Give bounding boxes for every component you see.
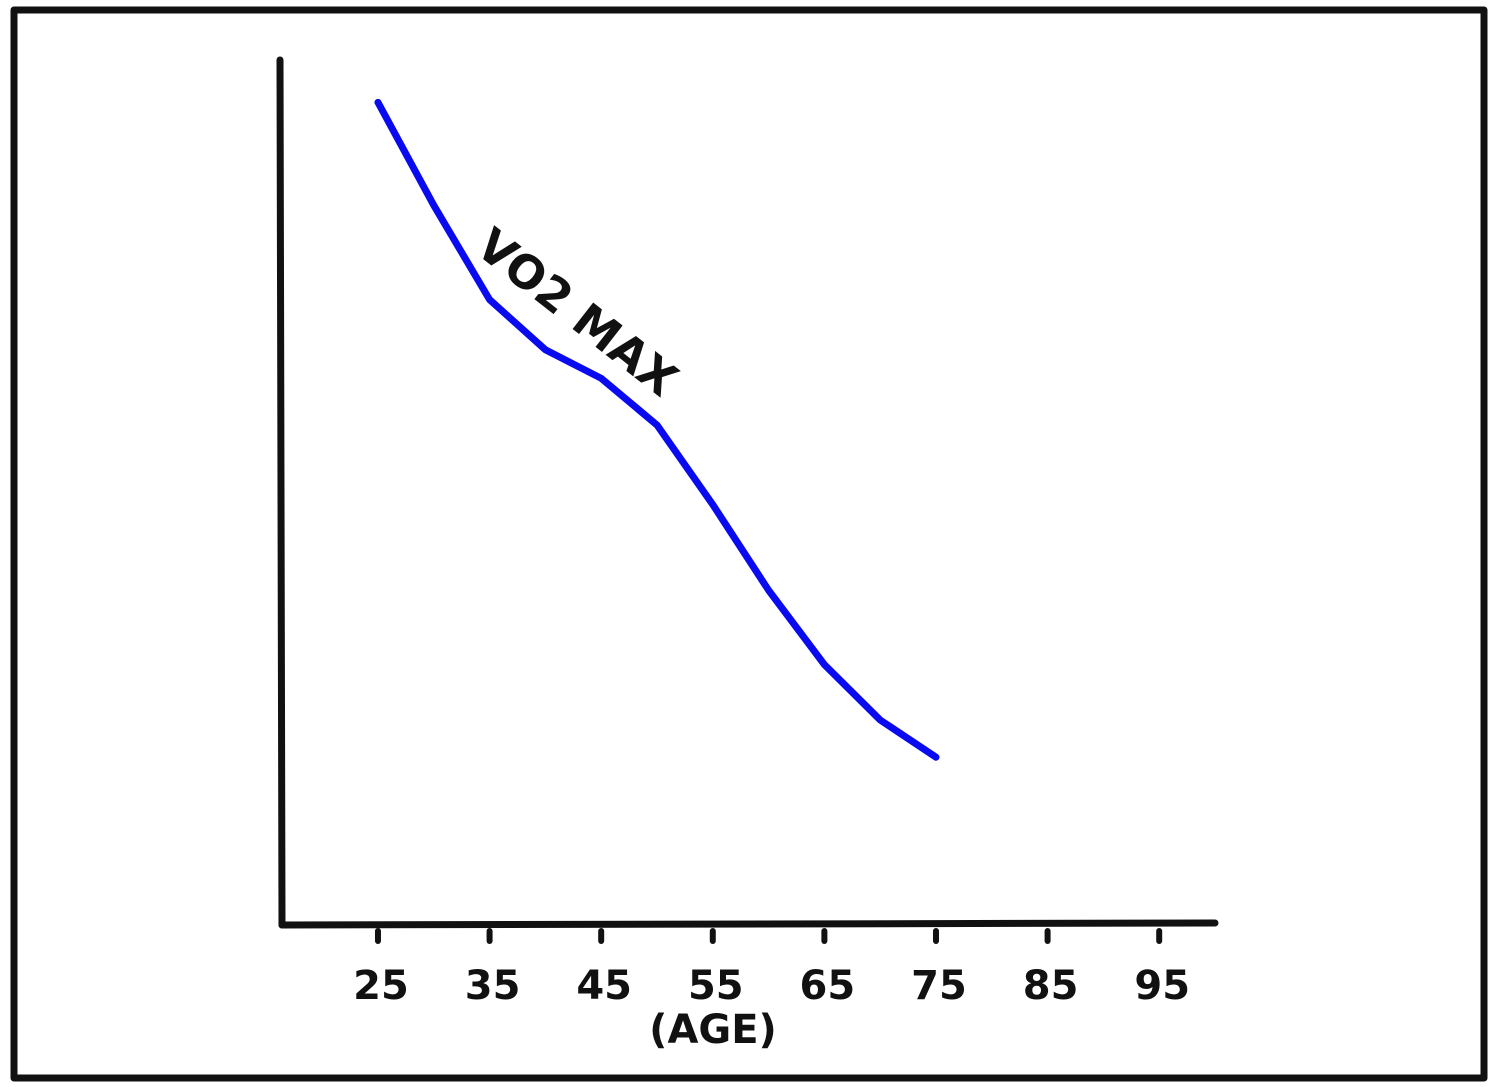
x-tick-label: 75 [911,963,967,1009]
x-tick-label: 95 [1134,963,1190,1009]
x-tick-label: 25 [353,963,409,1009]
x-tick-label: 55 [688,963,744,1009]
y-axis [276,56,286,929]
x-tick-label: 35 [465,963,521,1009]
line-series [374,98,940,761]
x-axis [278,919,1219,929]
x-axis-label: (AGE) [649,1007,777,1053]
frame [10,6,1488,1082]
x-tick-label: 85 [1023,963,1079,1009]
x-tick-label: 45 [576,963,632,1009]
x-tick-label: 65 [800,963,856,1009]
